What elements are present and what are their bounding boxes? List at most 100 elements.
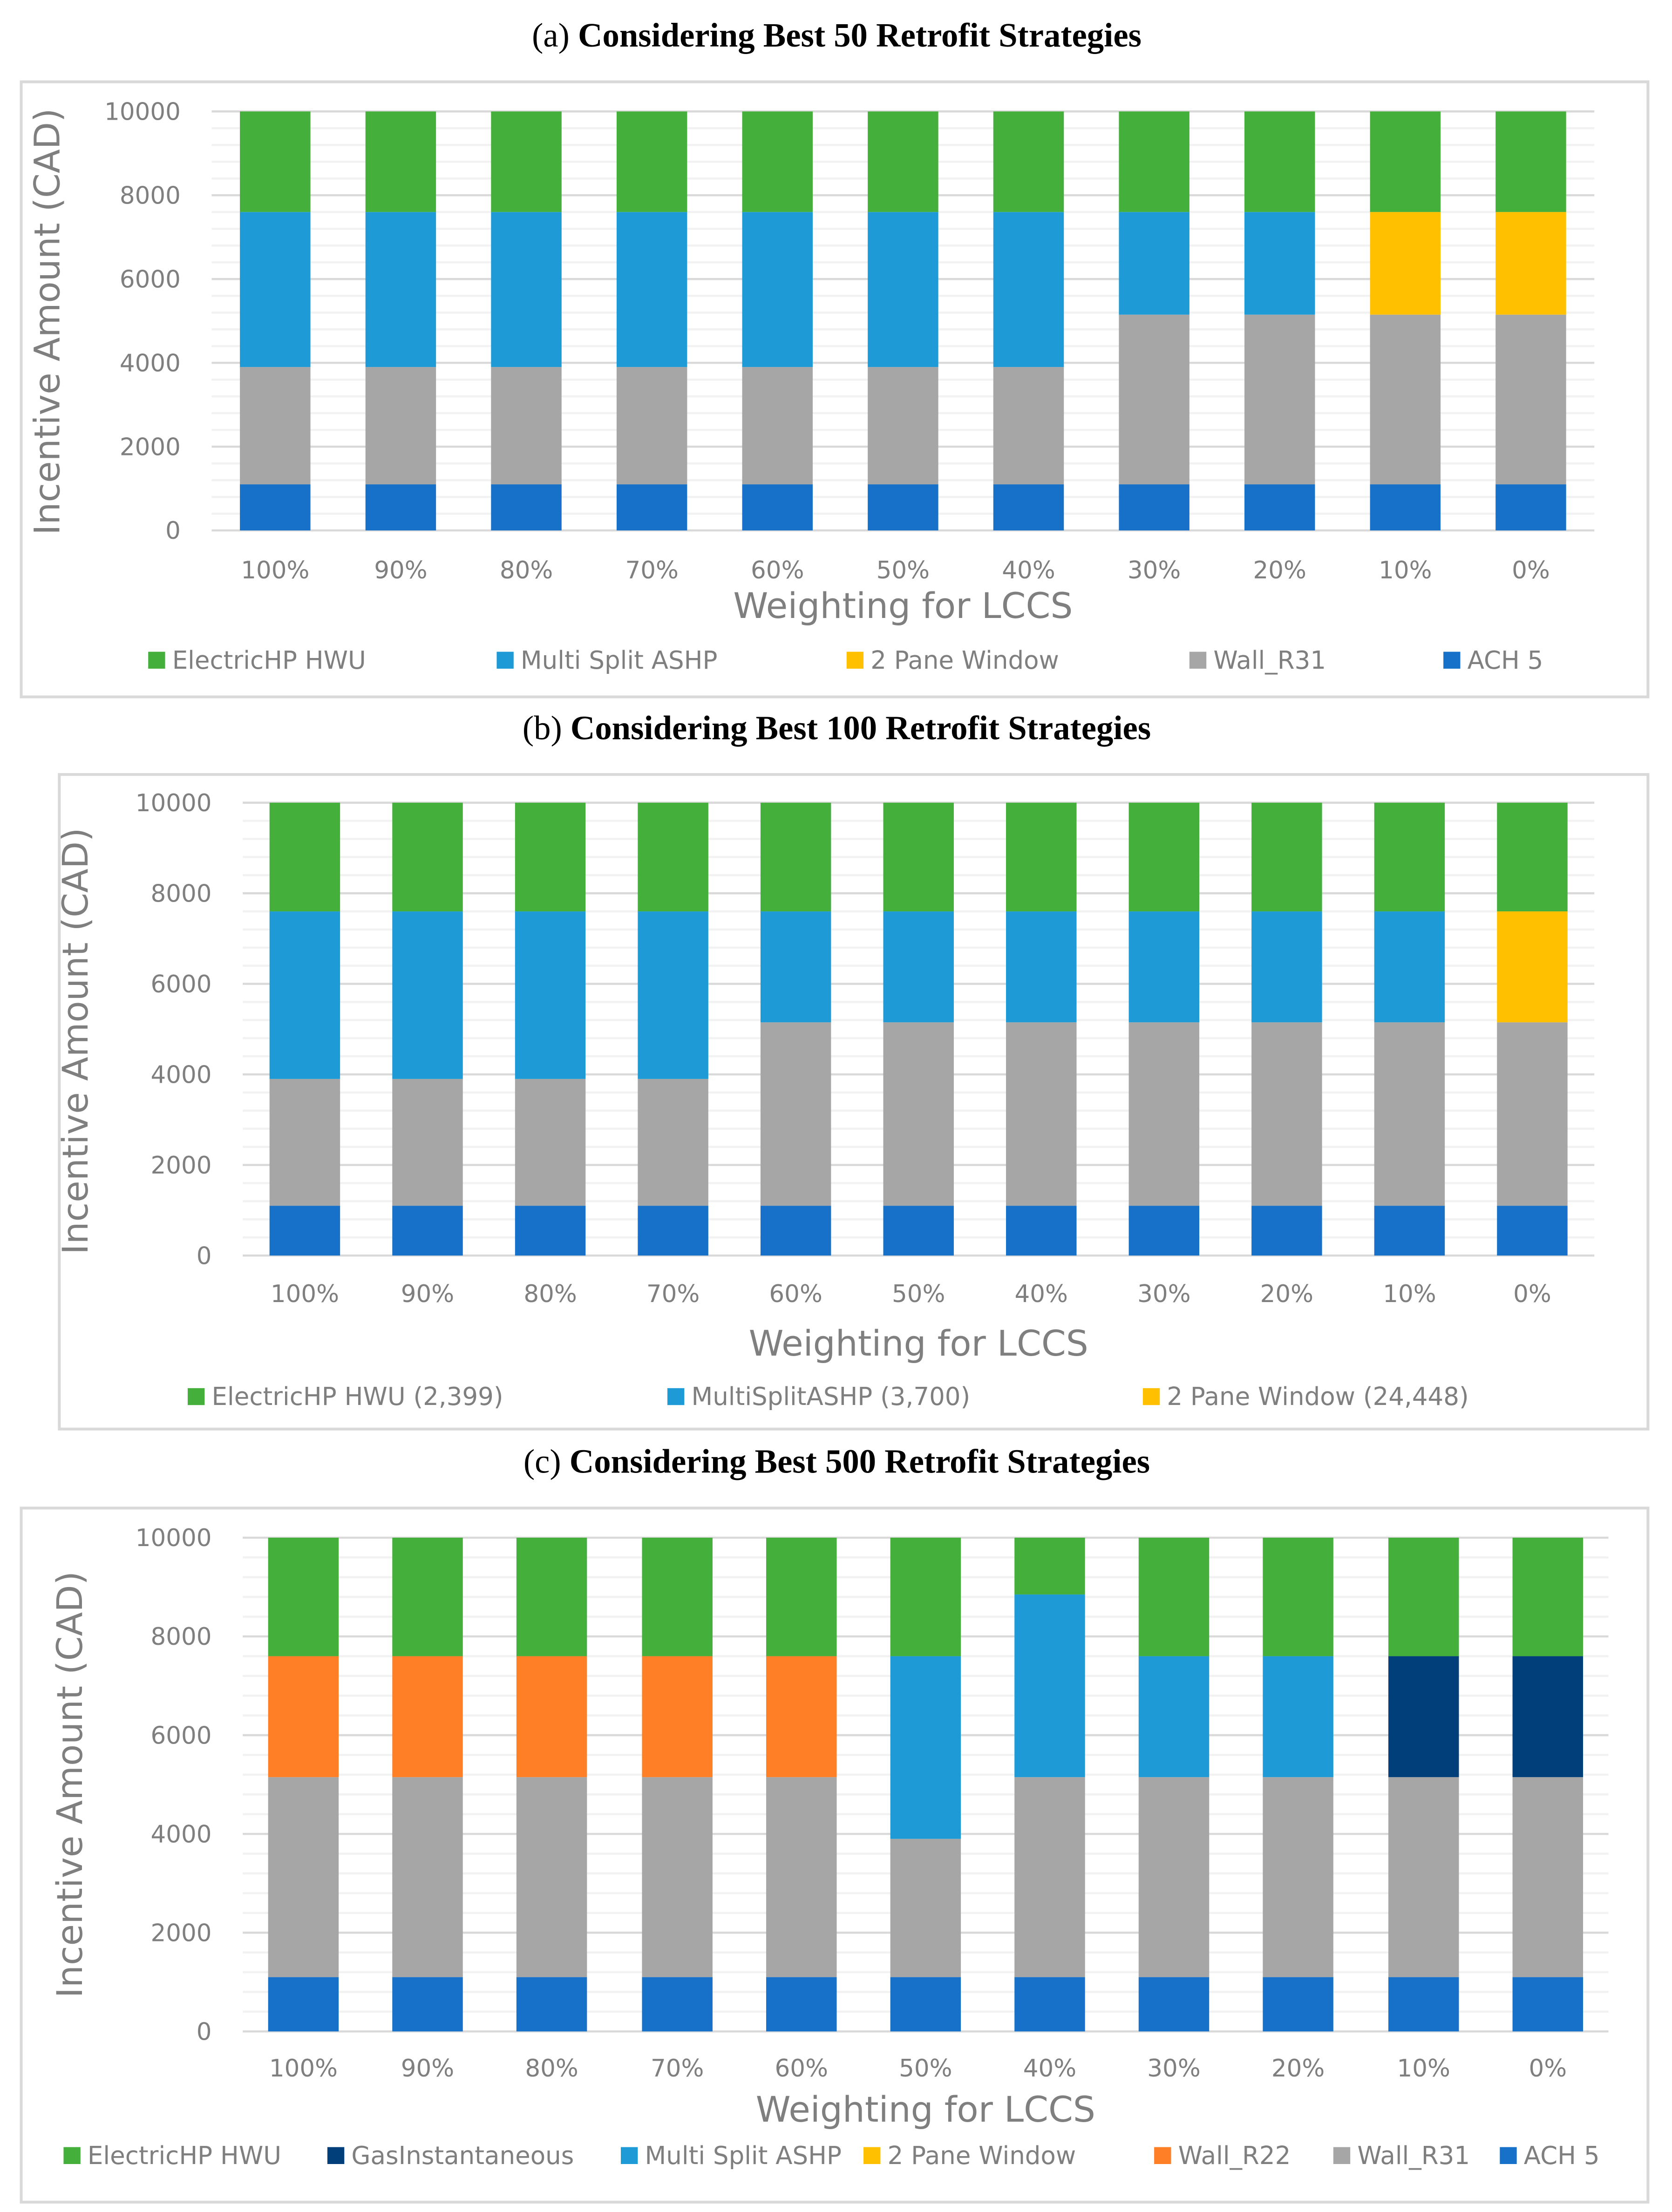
bar-segment-electrichp-hwu-30pct [1128, 802, 1200, 912]
bar-segment-electrichp-hwu-60pct [766, 1537, 837, 1656]
bar-segment-wall-r31-20pct [1263, 1777, 1333, 1977]
bar-segment-wall-r31-80pct [515, 1079, 586, 1206]
legend-swatch [1154, 2147, 1171, 2165]
legend-label: Wall_R22 [1178, 2141, 1291, 2170]
x-axis-title: Weighting for LCCS [756, 2089, 1095, 2130]
chart-title-prefix: (a) [532, 16, 578, 54]
bar-segment-electrichp-hwu-50pct [868, 111, 938, 212]
legend-swatch [1189, 651, 1207, 669]
bar-segment-ach-5-70pct [616, 484, 687, 531]
bar-segment-electrichp-hwu-10pct [1388, 1537, 1459, 1656]
bar-segment-electrichp-hwu-60pct [742, 111, 813, 212]
bar-segment-multi-split-ashp-40pct [1014, 1594, 1085, 1778]
legend-item: 2 Pane Window [863, 2141, 1076, 2170]
legend-item: ElectricHP HWU [63, 2141, 281, 2170]
bar-segment-wall-r31-60pct [760, 1022, 831, 1206]
bar-segment-electrichp-hwu-50pct [883, 802, 954, 912]
y-tick-label: 8000 [150, 880, 211, 908]
bar-segment-electrichp-hwu-80pct [491, 111, 562, 212]
legend-label: ACH 5 [1524, 2141, 1600, 2170]
bar-segment-ach-5-10pct [1370, 484, 1441, 531]
chart-panel-c: (c) Considering Best 500 Retrofit Strate… [20, 1443, 1650, 2204]
bar-segment-gasinstantaneous-0pct [1512, 1656, 1584, 1778]
bar-segment-multi-split-ashp-10pct [1374, 911, 1445, 1023]
bar-segment-wall-r22-90pct [392, 1656, 463, 1778]
bar-segment-ach-5-70pct [642, 1977, 713, 2032]
bar-segment-multi-split-ashp-60pct [760, 911, 831, 1023]
bar-segment-wall-r31-0pct [1495, 314, 1566, 485]
bar-segment-multi-split-ashp-30pct [1128, 911, 1200, 1023]
bar-segment-electrichp-hwu-0pct [1495, 111, 1566, 212]
x-tick-label: 50% [899, 2055, 952, 2083]
legend-swatch [1142, 1388, 1160, 1405]
legend-item: Multi Split ASHP [496, 646, 717, 675]
legend-label: ElectricHP HWU [88, 2141, 281, 2170]
x-tick-label: 70% [651, 2055, 704, 2083]
bar-segment-electrichp-hwu-70pct [642, 1537, 713, 1656]
bar-segment-wall-r31-30pct [1138, 1777, 1210, 1977]
bar-segment-multi-split-ashp-90pct [365, 212, 436, 367]
bar-segment-wall-r31-50pct [868, 367, 938, 485]
chart-title-prefix: (c) [523, 1443, 570, 1480]
y-tick-label: 2000 [120, 433, 181, 461]
x-tick-label: 50% [877, 556, 930, 584]
bar-segment-ach-5-100pct [269, 1206, 340, 1256]
bar-segment-ach-5-50pct [868, 484, 938, 531]
bar-segment-ach-5-10pct [1374, 1206, 1445, 1256]
x-tick-label: 80% [523, 1280, 577, 1308]
x-tick-label: 10% [1379, 556, 1432, 584]
bar-segment-wall-r31-40pct [993, 367, 1064, 485]
x-tick-label: 70% [625, 556, 678, 584]
x-tick-label: 30% [1137, 1280, 1190, 1308]
bar-segment-electrichp-hwu-20pct [1244, 111, 1315, 212]
bar-segment-ach-5-40pct [1014, 1977, 1085, 2032]
legend-label: ElectricHP HWU [172, 646, 366, 675]
bar-segment-ach-5-40pct [1006, 1206, 1077, 1256]
bar-segment-ach-5-100pct [268, 1977, 339, 2032]
chart-title: (a) Considering Best 50 Retrofit Strateg… [532, 16, 1142, 54]
bar-segment-wall-r31-80pct [491, 367, 562, 485]
legend-label: MultiSplitASHP (3,700) [691, 1382, 970, 1411]
legend-label: 2 Pane Window (24,448) [1167, 1382, 1468, 1411]
bar-segment-electrichp-hwu-80pct [515, 802, 586, 912]
bar-segment-wall-r31-80pct [516, 1777, 587, 1977]
y-tick-label: 8000 [150, 1623, 211, 1651]
x-tick-label: 20% [1260, 1280, 1313, 1308]
bar-segment-ach-5-70pct [638, 1206, 708, 1256]
legend-label: Wall_R31 [1213, 646, 1326, 675]
bar-segment-wall-r31-40pct [1006, 1022, 1077, 1206]
bar-segment-ach-5-80pct [516, 1977, 587, 2032]
x-tick-label: 30% [1128, 556, 1181, 584]
legend-swatch [63, 2147, 81, 2165]
bar-segment-ach-5-10pct [1388, 1977, 1459, 2032]
y-tick-label: 0 [197, 2018, 212, 2046]
legend-item: ACH 5 [1443, 646, 1543, 675]
y-tick-label: 0 [197, 1242, 212, 1270]
legend-swatch [621, 2147, 638, 2165]
x-tick-label: 100% [241, 556, 309, 584]
x-tick-label: 0% [1529, 2055, 1567, 2083]
legend-label: Multi Split ASHP [521, 646, 717, 675]
bar-segment-multi-split-ashp-20pct [1251, 911, 1322, 1023]
bar-segment-wall-r31-30pct [1119, 314, 1189, 485]
bar-segment-electrichp-hwu-90pct [392, 1537, 463, 1656]
bar-segment-ach-5-90pct [392, 1206, 463, 1256]
bar-segment-wall-r22-60pct [766, 1656, 837, 1778]
legend-item: 2 Pane Window [846, 646, 1059, 675]
legend-swatch [1333, 2147, 1351, 2165]
legend-swatch [327, 2147, 345, 2165]
bar-segment-multi-split-ashp-40pct [1006, 911, 1077, 1023]
bar-segment-multi-split-ashp-80pct [491, 212, 562, 367]
bar-segment-wall-r22-70pct [642, 1656, 713, 1778]
bar-segment-multi-split-ashp-20pct [1244, 212, 1315, 315]
legend-label: GasInstantaneous [351, 2141, 574, 2170]
bar-segment-wall-r31-10pct [1388, 1777, 1459, 1977]
bar-segment-multi-split-ashp-30pct [1119, 212, 1189, 315]
y-tick-label: 6000 [150, 970, 211, 998]
bar-segment-wall-r31-30pct [1128, 1022, 1200, 1206]
bar-segment-electrichp-hwu-100pct [268, 1537, 339, 1656]
legend-swatch [188, 1388, 205, 1405]
y-tick-label: 0 [165, 517, 181, 545]
bar-segment-ach-5-80pct [491, 484, 562, 531]
chart-panel-b: (b) Considering Best 100 Retrofit Strate… [55, 709, 1650, 1431]
